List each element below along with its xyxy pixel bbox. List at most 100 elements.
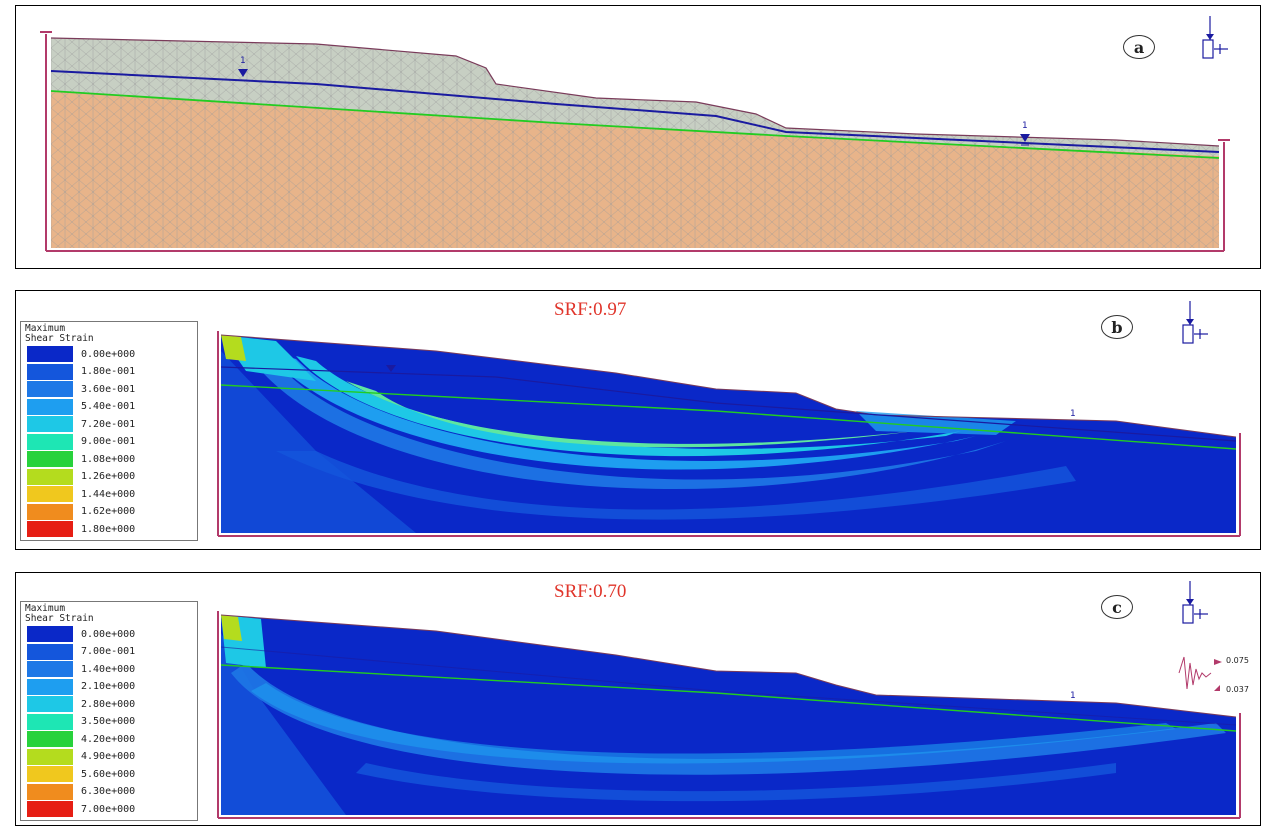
legend-value: 4.90e+000 (81, 751, 136, 762)
legend-value: 1.80e+000 (81, 523, 136, 535)
legend-swatch (27, 416, 73, 432)
legend-swatch (27, 783, 73, 800)
b-legend-row: 1.44e+000 (27, 486, 135, 502)
seismic-value-2: 0.037 (1226, 685, 1249, 694)
legend-swatch (27, 433, 73, 450)
panel-a: 1 1 a (15, 5, 1261, 269)
legend-swatch (27, 398, 73, 415)
c-legend-row: 5.60e+000 (27, 766, 135, 782)
water-table (50, 70, 1220, 153)
water-table-marker-1 (238, 69, 248, 77)
legend-value: 9.00e-001 (81, 436, 136, 447)
c-legend-row: 4.90e+000 (27, 748, 136, 765)
ground-surface (50, 37, 1220, 147)
legend-value: 5.40e-001 (81, 401, 136, 412)
water-table-label-2: 1 (1022, 121, 1028, 131)
legend-value: 1.44e+000 (81, 488, 136, 500)
legend-swatch (27, 801, 73, 817)
srf-value: SRF:0.70 (554, 581, 627, 602)
b-legend-row: 1.26e+000 (27, 468, 136, 485)
c-legend-row: 7.00e+000 (27, 801, 135, 817)
b-legend-row: 5.40e-001 (27, 398, 136, 415)
legend-swatch (27, 661, 73, 677)
legend-swatch (27, 503, 73, 520)
c-legend-row: 0.00e+000 (27, 626, 135, 642)
b-legend-row: 1.62e+000 (27, 503, 136, 520)
legend-b: Maximum Shear Strain 0.00e+000 1.80e-001 3… (20, 321, 198, 541)
b-legend-row: 1.80e+000 (27, 521, 135, 537)
legend-swatch (27, 696, 73, 712)
panel-c: 1 0.075 0.037 SRF:0.70 c Maximum Shear S… (15, 572, 1261, 826)
water-table-label: 1 (1070, 409, 1076, 419)
material-boundary (220, 384, 1237, 450)
legend-value: 6.30e+000 (81, 786, 136, 797)
legend-value: 7.00e-001 (81, 646, 136, 657)
legend-swatch (27, 468, 73, 485)
legend-value: 4.20e+000 (81, 733, 136, 745)
panel-label-b: b (1101, 315, 1133, 339)
legend-swatch (27, 748, 73, 765)
legend-swatch (27, 626, 73, 642)
legend-value: 1.26e+000 (81, 471, 136, 482)
b-legend-row: 0.00e+000 (27, 346, 135, 362)
legend-value: 0.00e+000 (81, 348, 136, 360)
legend-swatch (27, 486, 73, 502)
water-table (220, 646, 1237, 726)
legend-swatch (27, 363, 73, 380)
panel-label-c: c (1101, 595, 1133, 619)
c-legend-row: 1.40e+000 (27, 661, 135, 677)
c-legend-row: 3.50e+000 (27, 713, 136, 730)
legend-swatch (27, 678, 73, 695)
legend-value: 0.00e+000 (81, 628, 136, 640)
legend-swatch (27, 766, 73, 782)
legend-title: Maximum Shear Strain (25, 603, 94, 624)
panel-b: 1 SRF:0.97 b Maximum Shear Strain 0.00e+… (15, 290, 1261, 550)
legend-swatch (27, 643, 73, 660)
material-boundary (220, 664, 1237, 732)
c-legend-row: 4.20e+000 (27, 731, 135, 747)
legend-swatch (27, 346, 73, 362)
loading-symbol-icon (1202, 16, 1228, 59)
panel-label-a: a (1123, 35, 1155, 59)
loading-symbol-icon (1182, 581, 1208, 624)
legend-value: 2.80e+000 (81, 698, 136, 710)
legend-swatch (27, 713, 73, 730)
panel-b-model (217, 301, 1241, 537)
b-legend-row: 7.20e-001 (27, 416, 135, 432)
c-legend-row: 7.00e-001 (27, 643, 136, 660)
water-table-label-1: 1 (240, 56, 246, 66)
b-legend-row: 3.60e-001 (27, 381, 135, 397)
legend-value: 7.20e-001 (81, 418, 136, 430)
legend-value: 5.60e+000 (81, 768, 136, 780)
b-legend-row: 9.00e-001 (27, 433, 136, 450)
water-table-label: 1 (1070, 691, 1076, 701)
legend-value: 2.10e+000 (81, 681, 136, 692)
b-legend-row: 1.08e+000 (27, 451, 135, 467)
legend-swatch (27, 521, 73, 537)
legend-swatch (27, 381, 73, 397)
panel-c-model (217, 581, 1241, 819)
legend-swatch (27, 731, 73, 747)
legend-value: 1.80e-001 (81, 366, 136, 377)
c-legend-row: 6.30e+000 (27, 783, 136, 800)
legend-value: 7.00e+000 (81, 803, 136, 815)
loading-symbol-icon (1182, 301, 1208, 344)
legend-title: Maximum Shear Strain (25, 323, 94, 344)
panel-a-model (40, 16, 1230, 252)
c-legend-row: 2.10e+000 (27, 678, 136, 695)
water-table-marker-2 (1020, 134, 1030, 142)
srf-value: SRF:0.97 (554, 299, 627, 320)
seismic-value-1: 0.075 (1226, 656, 1249, 665)
legend-value: 1.62e+000 (81, 506, 136, 517)
legend-value: 3.60e-001 (81, 383, 136, 395)
c-legend-row: 2.80e+000 (27, 696, 135, 712)
legend-value: 1.08e+000 (81, 453, 136, 465)
legend-swatch (27, 451, 73, 467)
material-boundary (50, 90, 1220, 159)
legend-value: 1.40e+000 (81, 663, 136, 675)
legend-value: 3.50e+000 (81, 716, 136, 727)
legend-c: Maximum Shear Strain 0.00e+000 7.00e-001 1… (20, 601, 198, 821)
seismic-record-icon (1178, 656, 1222, 691)
b-legend-row: 1.80e-001 (27, 363, 136, 380)
water-table (220, 366, 1237, 442)
